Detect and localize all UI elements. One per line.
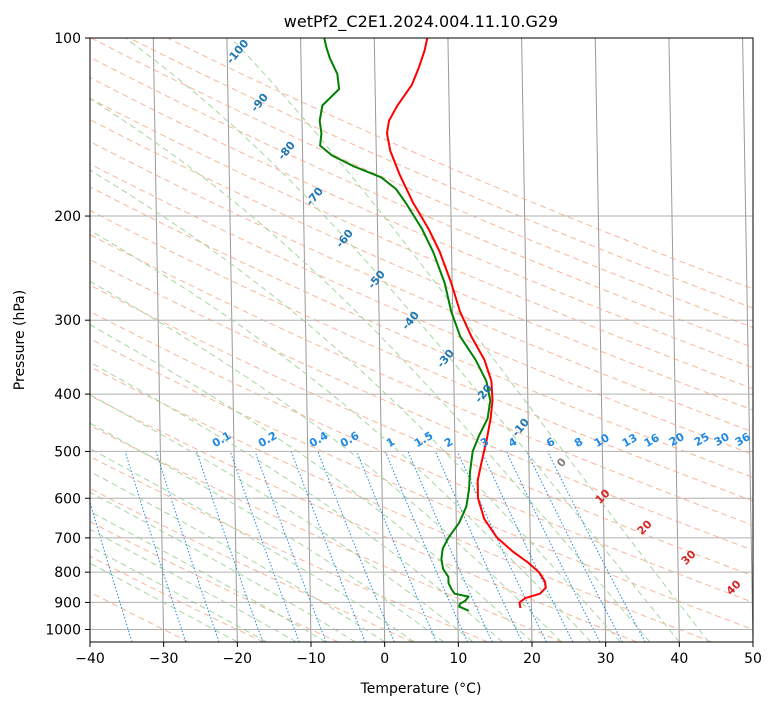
isotherm-line — [668, 38, 680, 642]
x-tick-label: 50 — [744, 651, 762, 667]
dry-adiabat-line — [90, 366, 712, 642]
dry-adiabat-line — [90, 97, 753, 390]
moist-adiabat-line — [90, 510, 326, 642]
dry-adiabat-line — [90, 141, 753, 433]
x-tick-label: 10 — [449, 651, 467, 667]
chart-title: wetPf2_C2E1.2024.004.11.10.G29 — [284, 12, 558, 32]
y-tick-label: 700 — [54, 531, 81, 547]
isotherm-line — [742, 38, 753, 642]
dry-adiabat-line — [90, 234, 753, 526]
mixing-ratio-line — [547, 451, 646, 642]
plot-background — [90, 38, 753, 642]
y-axis-label: Pressure (hPa) — [12, 290, 28, 390]
y-tick-label: 500 — [54, 444, 81, 460]
dry-adiabat-line — [90, 591, 190, 642]
moist-adiabat-line — [90, 447, 415, 642]
y-tick-label: 400 — [54, 387, 81, 403]
dry-adiabat-line — [90, 487, 414, 642]
background-lines — [90, 38, 753, 642]
x-tick-label: −20 — [223, 651, 253, 667]
y-tick-label: 200 — [54, 209, 81, 225]
dry-adiabat-line — [90, 310, 753, 603]
mixing-ratio-line — [434, 451, 523, 642]
moist-adiabat-line — [125, 38, 680, 642]
mixing-ratio-line — [407, 451, 493, 642]
mixing-ratio-line — [356, 451, 437, 642]
dry-adiabat-line — [90, 38, 753, 329]
isotherm-line — [90, 612, 91, 642]
mixing-ratio-line — [384, 451, 468, 642]
dry-adiabat-line — [90, 455, 488, 642]
dry-adiabat-line — [90, 209, 753, 502]
dry-adiabat-line — [90, 163, 753, 455]
mixing-ratio-line — [155, 451, 220, 642]
x-tick-label: 20 — [523, 651, 541, 667]
dry-adiabat-line — [90, 338, 753, 631]
moist-adiabat-line — [90, 324, 533, 642]
moist-adiabat-line — [90, 280, 562, 642]
mixing-ratio-line — [229, 451, 300, 642]
moist-adiabat-line — [90, 422, 444, 642]
mixing-ratio-line — [317, 451, 395, 642]
isotherm-line — [594, 38, 607, 642]
mixing-ratio-line — [254, 451, 327, 642]
y-tick-label: 1000 — [45, 622, 81, 638]
y-tick-label: 600 — [54, 491, 81, 507]
dry-adiabat-line — [90, 77, 753, 369]
mixing-ratio-line — [290, 451, 366, 642]
x-tick-label: −40 — [75, 651, 105, 667]
mixing-ratio-line — [526, 451, 623, 642]
y-axis: 100 200 300 400 500 600 700 800 900 1000 — [45, 31, 90, 638]
dry-adiabat-line — [90, 425, 563, 642]
x-axis: −40 −30 −20 −10 0 10 20 30 40 50 — [75, 642, 762, 667]
moist-adiabat-line — [90, 97, 651, 642]
isotherm-line — [152, 38, 165, 642]
dry-adiabat-line — [129, 38, 753, 309]
mixing-ratio-line — [90, 500, 133, 642]
dewpoint-profile-line — [318, 38, 492, 612]
plot-frame — [89, 37, 754, 643]
isotherm-line — [226, 38, 238, 642]
moist-adiabat-line — [90, 361, 503, 642]
moist-adiabat-line — [90, 229, 592, 642]
moist-adiabat-line — [230, 38, 710, 642]
pressure-gridlines — [90, 38, 753, 630]
x-tick-label: 40 — [670, 651, 688, 667]
x-tick-label: −10 — [296, 651, 326, 667]
isotherm-line — [300, 38, 312, 642]
x-axis-label: Temperature (°C) — [360, 681, 482, 697]
isotherm-line — [373, 38, 386, 642]
x-tick-label: 30 — [597, 651, 615, 667]
y-tick-label: 300 — [54, 313, 81, 329]
x-tick-label: 0 — [380, 651, 389, 667]
y-tick-label: 100 — [54, 31, 81, 47]
moist-adiabat-line — [90, 169, 621, 642]
moist-adiabat-line — [90, 394, 474, 642]
dry-adiabat-line — [90, 395, 638, 642]
temperature-profile-line — [386, 38, 547, 609]
y-tick-label: 900 — [54, 595, 81, 611]
mixing-ratio-line — [124, 451, 187, 642]
mixing-ratio-line — [196, 451, 264, 642]
x-tick-label: −30 — [149, 651, 179, 667]
y-tick-label: 800 — [54, 565, 81, 581]
moist-adiabat-line — [90, 491, 356, 642]
profiles — [318, 38, 547, 612]
